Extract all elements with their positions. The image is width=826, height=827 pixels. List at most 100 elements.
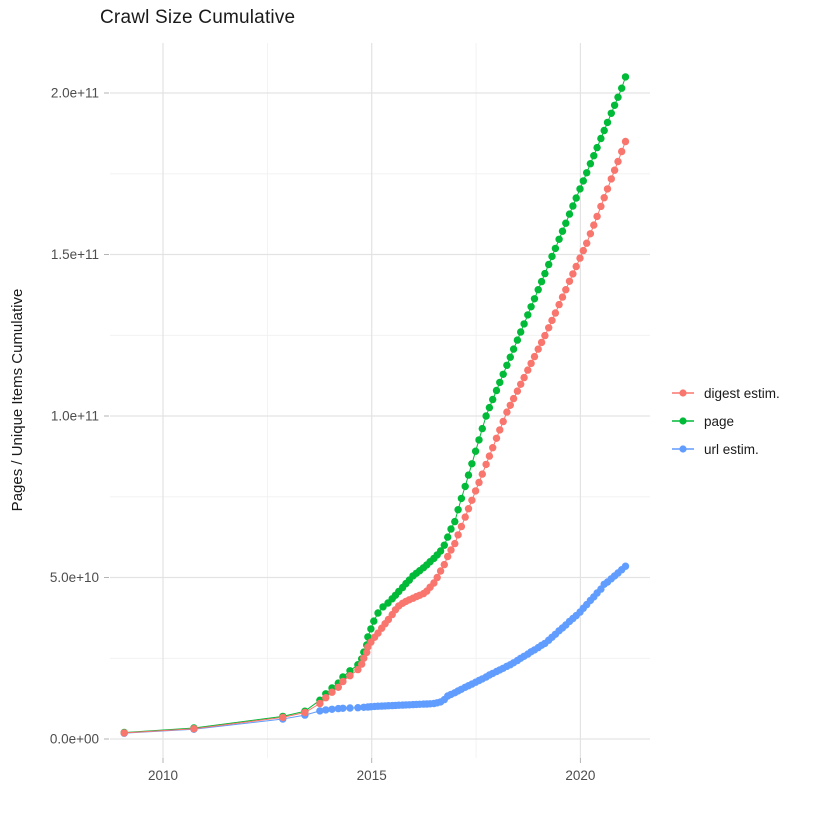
data-point-digest-estim bbox=[569, 270, 577, 278]
data-point-digest-estim bbox=[468, 496, 476, 504]
data-point-digest-estim bbox=[461, 513, 469, 521]
data-point-digest-estim bbox=[499, 417, 507, 426]
data-point-page bbox=[530, 295, 539, 303]
y-tick-label: 1.5e+11 bbox=[51, 247, 99, 262]
legend-key-icon bbox=[672, 417, 694, 425]
data-point-digest-estim bbox=[454, 531, 462, 539]
legend-key-icon bbox=[672, 389, 694, 397]
data-point-page bbox=[367, 625, 375, 633]
x-tick-label: 2010 bbox=[148, 768, 178, 783]
legend: digest estim. page url estim. bbox=[671, 379, 821, 463]
data-point-url-estim bbox=[354, 704, 362, 712]
data-point-page bbox=[517, 328, 525, 336]
data-point-page bbox=[374, 609, 382, 617]
data-point-digest-estim bbox=[603, 185, 612, 193]
data-point-page bbox=[572, 194, 580, 202]
data-point-page bbox=[586, 160, 595, 168]
data-point-page bbox=[541, 269, 549, 278]
data-point-digest-estim bbox=[190, 725, 198, 733]
data-point-page bbox=[520, 320, 528, 328]
grid-minor-lines bbox=[110, 43, 650, 758]
data-series-layer bbox=[120, 73, 630, 737]
legend-item-url-estim: url estim. bbox=[671, 435, 821, 463]
data-point-digest-estim bbox=[565, 277, 574, 285]
data-point-digest-estim bbox=[506, 401, 514, 409]
data-point-digest-estim bbox=[517, 380, 525, 388]
data-point-page bbox=[370, 617, 378, 625]
x-tick-label: 2015 bbox=[357, 768, 387, 783]
data-point-digest-estim bbox=[360, 654, 368, 662]
legend-key-icon bbox=[672, 445, 694, 453]
data-point-digest-estim bbox=[440, 560, 448, 569]
data-point-digest-estim bbox=[509, 394, 518, 403]
data-point-digest-estim bbox=[464, 505, 473, 513]
series-line-digest-estim bbox=[124, 141, 626, 734]
data-point-page bbox=[597, 134, 605, 143]
data-point-digest-estim bbox=[593, 212, 601, 221]
data-point-digest-estim bbox=[354, 665, 362, 674]
chart-title: Crawl Size Cumulative bbox=[100, 7, 296, 28]
data-point-page bbox=[610, 101, 619, 110]
data-point-page bbox=[545, 260, 553, 269]
data-point-digest-estim bbox=[527, 359, 535, 368]
legend-label: url estim. bbox=[704, 441, 759, 457]
data-point-page bbox=[471, 447, 480, 455]
data-point-page bbox=[513, 336, 522, 344]
data-point-page bbox=[603, 118, 612, 127]
data-point-digest-estim bbox=[597, 202, 605, 211]
data-point-page bbox=[489, 395, 497, 404]
data-point-url-estim bbox=[316, 707, 324, 715]
data-point-digest-estim bbox=[475, 478, 483, 487]
data-point-page bbox=[496, 378, 504, 387]
data-point-digest-estim bbox=[482, 460, 490, 469]
axis-ticks bbox=[104, 92, 581, 763]
data-point-digest-estim bbox=[579, 246, 587, 255]
data-point-digest-estim bbox=[520, 373, 528, 382]
data-point-digest-estim bbox=[363, 648, 371, 657]
data-point-page bbox=[593, 143, 601, 152]
data-point-digest-estim bbox=[524, 366, 532, 374]
data-point-digest-estim bbox=[478, 470, 486, 478]
data-point-digest-estim bbox=[537, 338, 546, 347]
data-point-page bbox=[551, 244, 560, 253]
data-point-page bbox=[569, 202, 577, 210]
data-point-page bbox=[548, 252, 556, 261]
data-point-page bbox=[527, 303, 535, 311]
y-tick-label: 2.0e+11 bbox=[51, 86, 99, 101]
data-point-digest-estim bbox=[316, 699, 324, 708]
data-point-page bbox=[447, 525, 455, 533]
data-point-page bbox=[451, 517, 459, 526]
legend-item-digest-estim: digest estim. bbox=[671, 379, 821, 407]
data-point-digest-estim bbox=[489, 444, 497, 452]
data-point-page bbox=[478, 424, 486, 433]
data-point-page bbox=[503, 361, 511, 369]
data-point-digest-estim bbox=[334, 683, 342, 691]
data-point-digest-estim bbox=[551, 309, 560, 317]
data-point-page bbox=[509, 345, 518, 353]
data-point-digest-estim bbox=[513, 387, 522, 395]
data-point-page bbox=[482, 412, 490, 420]
data-point-digest-estim bbox=[346, 672, 354, 680]
y-tick-label: 1.0e+11 bbox=[51, 409, 99, 424]
data-point-digest-estim bbox=[555, 300, 563, 309]
data-point-digest-estim bbox=[545, 324, 553, 332]
data-point-digest-estim bbox=[496, 426, 504, 434]
data-point-digest-estim bbox=[530, 352, 539, 361]
legend-item-page: page bbox=[671, 407, 821, 435]
data-point-page bbox=[576, 185, 584, 193]
data-point-page bbox=[454, 506, 462, 514]
data-point-digest-estim bbox=[339, 677, 347, 686]
data-point-page bbox=[499, 370, 507, 378]
data-point-digest-estim bbox=[586, 230, 595, 238]
data-point-page bbox=[537, 277, 546, 286]
legend-label: page bbox=[704, 413, 735, 429]
data-point-page bbox=[621, 73, 630, 81]
x-tick-label: 2020 bbox=[565, 768, 595, 783]
grid-major-lines bbox=[110, 43, 650, 758]
data-point-page bbox=[618, 84, 626, 92]
axis-tick-labels: 0.0e+00 5.0e+10 1.0e+11 1.5e+11 2.0e+11 2010 2… bbox=[50, 86, 596, 784]
data-point-url-estim bbox=[621, 562, 630, 570]
data-point-url-estim bbox=[346, 704, 354, 712]
data-point-digest-estim bbox=[433, 573, 441, 582]
data-point-page bbox=[590, 152, 598, 160]
